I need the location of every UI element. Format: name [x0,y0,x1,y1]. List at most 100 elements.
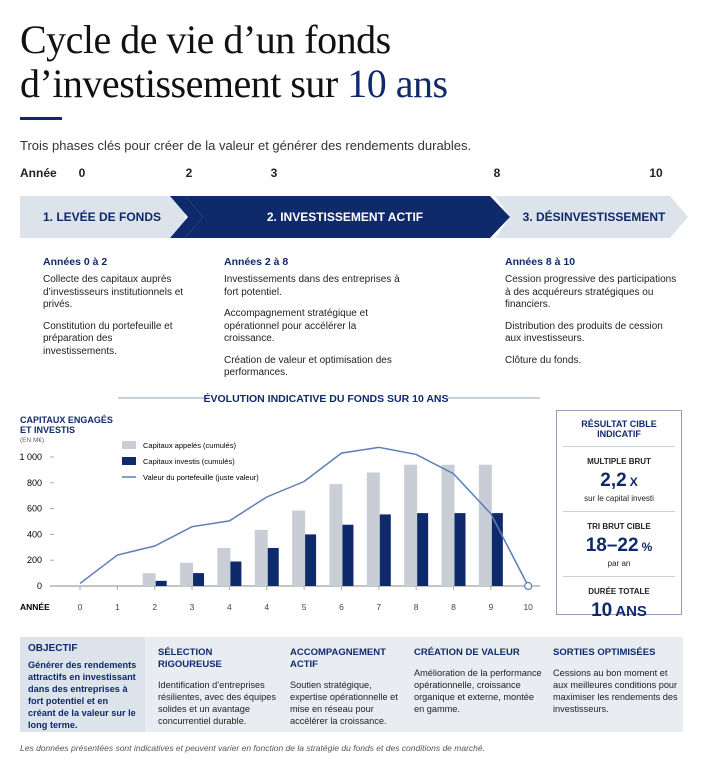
highlight: SÉLECTION RIGOUREUSE Identification d’ent… [158,647,276,727]
legend-label: Capitaux appelés (cumulés) [143,441,236,450]
y-label-line: CAPITAUX ENGAGÉS [20,415,113,425]
highlight-title: SÉLECTION RIGOUREUSE [158,647,222,670]
x-tick-label: 9 [488,602,493,612]
phase-period: Années 8 à 10 [505,256,576,268]
timeline-year: 2 [185,166,193,180]
line [79,446,529,587]
x-tick-label: 4 [227,602,232,612]
result-note: par an [607,559,631,568]
bar [342,524,354,586]
bar [454,513,466,586]
x-tick-label: 8 [414,602,419,612]
legend-swatch [122,457,136,465]
highlight-title: CRÉATION DE VALEUR [414,647,520,658]
bar [404,464,418,586]
bar [491,513,503,586]
timeline-year: 3 [270,166,278,180]
x-tick-label: 2 [152,602,157,612]
chart: ÉVOLUTION INDICATIVE DU FONDS SUR 10 ANS… [19,392,540,612]
phase-column: Années 8 à 10 Cession progressive des par… [505,256,680,376]
phase-title: 3. DÉSINVESTISSEMENT [523,209,666,224]
x-tick-label: 6 [339,602,344,612]
y-axis-label: CAPITAUX ENGAGÉS ET INVESTIS [20,415,113,435]
highlight-title: SORTIES OPTIMISÉES [553,647,656,658]
phase-title: 1. LEVÉE DE FONDS [43,209,161,224]
x-tick-label: 7 [376,602,381,612]
accent-bar [20,117,62,120]
x-tick-label: 3 [190,602,195,612]
x-axis-label: ANNÉE [20,602,50,612]
result-value: 2,2 X [563,470,675,492]
phase-text: Constitution du portefeuille et préparat… [43,320,173,357]
result-number: 2,2 [600,470,627,491]
bar [267,547,279,586]
footnote: Les données présentées sont indicatives … [20,743,485,753]
legend-swatch [122,441,136,449]
bar [305,534,317,586]
timeline-year: 10 [649,166,663,180]
phase-text: Clôture du fonds. [505,354,582,366]
bar [478,464,492,586]
bar [329,484,343,586]
bar [417,513,429,586]
result-label: MULTIPLE BRUT [587,457,651,466]
highlight-text: Soutien stratégique, expertise opération… [290,680,398,726]
subtitle: Trois phases clés pour créer de la valeu… [20,138,472,153]
chart-title: ÉVOLUTION INDICATIVE DU FONDS SUR 10 ANS [203,392,448,405]
phase-text: Collecte des capitaux auprès d’investiss… [43,274,184,310]
highlight-text: Amélioration de la performance opération… [414,668,542,714]
bar [142,573,156,586]
phase-period: Années 0 à 2 [43,256,108,268]
highlight-text: Générer des rendements attractifs en inv… [28,660,137,730]
x-tick-label: 0 [78,602,83,612]
timeline-year: 8 [493,166,501,180]
result-box: RÉSULTAT CIBLE INDICATIF MULTIPLE BRUT 2,… [556,410,682,621]
result-note: sur le capital investi [584,494,654,503]
highlight-text: Cessions au bon moment et aux meilleures… [553,668,678,714]
title-highlight: 10 ans [347,61,448,106]
phase-arrow [20,196,185,238]
result-label: TRI BRUT CIBLE [587,522,651,531]
timeline-year: 0 [78,166,86,180]
x-tick-label: 10 [523,602,533,612]
highlight-text: Identification d’entreprises résilientes… [158,680,276,726]
result-item: DURÉE TOTALE 10 ANS [563,577,675,630]
bar [379,514,391,586]
y-tick-label: 800 [27,478,42,488]
y-tick-label: 200 [27,555,42,565]
phase-text: Investissements dans des entreprises à f… [224,274,400,298]
result-unit: X [629,475,638,489]
y-tick-label: 600 [27,504,42,514]
y-axis-unit: (EN M€) [20,437,44,444]
highlight: CRÉATION DE VALEUR Amélioration de la per… [414,647,542,715]
highlight-title: ACCOMPAGNEMENT ACTIF [290,647,386,670]
end-marker [524,581,533,591]
result-value: 10 ANS [563,600,675,622]
y-tick-label: 400 [27,529,42,539]
bar [180,562,194,586]
result-unit: % [641,540,653,554]
bar [230,561,242,586]
title: Cycle de vie d’un fonds d’investissement … [20,18,448,106]
x-tick-label: 4 [264,602,269,612]
phase-arrow [495,196,688,238]
title-line: d’investissement sur [20,61,338,106]
bar [217,547,231,586]
phase-arrow-tip [170,196,203,238]
phase-title: 2. INVESTISSEMENT ACTIF [267,210,423,224]
title-line: Cycle de vie d’un fonds [20,17,391,62]
bar [366,472,380,586]
timeline-label: Année [20,166,57,180]
y-tick-label: 1 000 [19,452,42,462]
bar [155,580,167,586]
result-label: DURÉE TOTALE [588,587,650,596]
highlight-title: OBJECTIF [28,643,78,654]
phase-text: Distribution des produits de cession aux… [505,320,663,345]
result-item: TRI BRUT CIBLE 18–22% par an [563,512,675,577]
result-unit: ANS [615,603,647,620]
objective-bg [20,637,145,732]
y-label-line: ET INVESTIS [20,425,75,435]
result-value: 18–22% [563,535,675,557]
highlight: OBJECTIF Générer des rendements attractif… [28,643,138,731]
